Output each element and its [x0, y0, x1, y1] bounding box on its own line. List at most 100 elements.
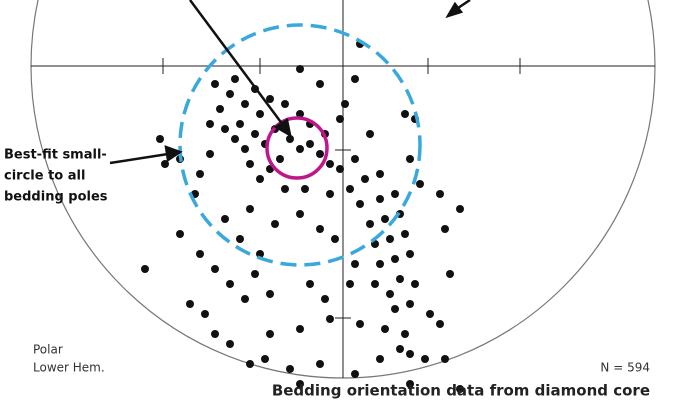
pole-point	[296, 325, 304, 333]
pole-point	[296, 65, 304, 73]
pole-point	[326, 315, 334, 323]
pole-point	[326, 190, 334, 198]
pole-point	[296, 145, 304, 153]
pole-point	[391, 255, 399, 263]
pole-point	[416, 180, 424, 188]
pole-point	[371, 280, 379, 288]
pole-point	[266, 95, 274, 103]
pole-point	[246, 160, 254, 168]
pole-point	[341, 100, 349, 108]
annotation: bedding poles	[4, 190, 108, 205]
pole-point	[376, 170, 384, 178]
pole-point	[296, 110, 304, 118]
pole-point	[306, 140, 314, 148]
pole-point	[161, 160, 169, 168]
pole-point	[396, 275, 404, 283]
pole-point	[231, 75, 239, 83]
pole-point	[316, 360, 324, 368]
pole-point	[261, 355, 269, 363]
pole-point	[221, 125, 229, 133]
pole-point	[251, 130, 259, 138]
pole-point	[236, 235, 244, 243]
pole-point	[401, 330, 409, 338]
pole-point	[381, 215, 389, 223]
pole-point	[401, 110, 409, 118]
pole-point	[306, 280, 314, 288]
pole-point	[331, 235, 339, 243]
pole-point	[216, 105, 224, 113]
pole-point	[256, 175, 264, 183]
pole-point	[346, 280, 354, 288]
pole-point	[346, 185, 354, 193]
arrows	[109, 0, 471, 165]
pole-point	[266, 290, 274, 298]
pole-point	[441, 355, 449, 363]
pole-point	[296, 210, 304, 218]
pole-point	[206, 120, 214, 128]
projection-label: Polar	[33, 343, 63, 357]
pole-point	[156, 135, 164, 143]
pole-point	[321, 295, 329, 303]
pole-point	[336, 115, 344, 123]
pole-point	[411, 280, 419, 288]
pole-point	[376, 195, 384, 203]
annotation: Best-fit small-	[4, 148, 107, 163]
pole-point	[241, 100, 249, 108]
pole-point	[141, 265, 149, 273]
pole-point	[231, 135, 239, 143]
pole-point	[336, 165, 344, 173]
pole-point	[276, 155, 284, 163]
pole-point	[201, 310, 209, 318]
pole-point	[351, 75, 359, 83]
pole-point	[226, 280, 234, 288]
pole-point	[241, 295, 249, 303]
pole-point	[381, 325, 389, 333]
pole-point	[316, 150, 324, 158]
pole-point	[286, 135, 294, 143]
pole-point	[196, 250, 204, 258]
pole-point	[226, 340, 234, 348]
pole-point	[406, 250, 414, 258]
pole-point	[281, 185, 289, 193]
data-points	[141, 40, 464, 393]
pole-point	[246, 360, 254, 368]
pole-point	[256, 110, 264, 118]
pole-point	[211, 330, 219, 338]
pole-point	[356, 320, 364, 328]
pole-point	[211, 265, 219, 273]
projection-label: Lower Hem.	[33, 361, 105, 375]
pole-point	[406, 300, 414, 308]
pole-point	[406, 155, 414, 163]
pole-point	[266, 330, 274, 338]
pole-point	[351, 155, 359, 163]
pole-point	[221, 215, 229, 223]
pole-point	[391, 305, 399, 313]
pole-point	[281, 100, 289, 108]
pole-point	[326, 160, 334, 168]
count-label: N = 594	[600, 361, 650, 375]
pole-point	[351, 260, 359, 268]
pole-point	[406, 350, 414, 358]
best-fit-small-circle	[178, 23, 422, 267]
pole-point	[456, 205, 464, 213]
pole-point	[241, 145, 249, 153]
pole-point	[366, 220, 374, 228]
pole-point	[286, 365, 294, 373]
pole-point	[296, 380, 304, 388]
pole-point	[236, 120, 244, 128]
pole-point	[206, 150, 214, 158]
pole-point	[226, 90, 234, 98]
pole-point	[436, 190, 444, 198]
pole-point	[396, 345, 404, 353]
pole-point	[386, 290, 394, 298]
pole-point	[176, 230, 184, 238]
pole-point	[356, 200, 364, 208]
pole-point	[211, 80, 219, 88]
axis-ticks	[162, 58, 521, 319]
pole-point	[441, 225, 449, 233]
pole-point	[271, 220, 279, 228]
pole-point	[316, 80, 324, 88]
pole-point	[376, 260, 384, 268]
